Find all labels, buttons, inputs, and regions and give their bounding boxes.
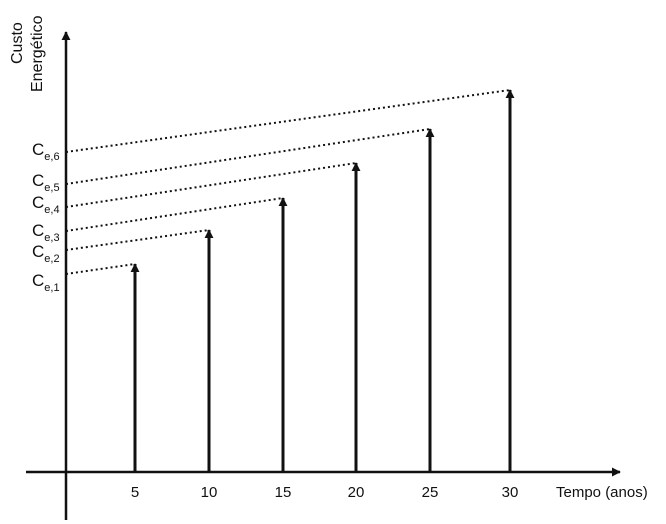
cost-label-e1: Ce,1 [32, 271, 60, 294]
connector-line-e1 [65, 263, 136, 275]
cost-label-e4: Ce,4 [32, 193, 60, 216]
cost-label-e6: Ce,6 [32, 140, 60, 163]
x-tick-label-15: 15 [275, 484, 292, 501]
x-tick-label-5: 5 [131, 484, 139, 501]
cost-label-e2: Ce,2 [32, 242, 60, 265]
connector-line-e6 [65, 89, 511, 153]
y-axis-label-line-1: Custo [9, 22, 26, 64]
connector-line-e3 [65, 197, 284, 232]
x-tick-label-30: 30 [502, 484, 519, 501]
connector-line-e2 [65, 229, 210, 251]
x-tick-label-10: 10 [201, 484, 218, 501]
x-axis-label: Tempo (anos) [556, 484, 648, 501]
x-tick-label-20: 20 [348, 484, 365, 501]
cost-label-e5: Ce,5 [32, 171, 60, 194]
connector-line-e4 [65, 162, 357, 208]
x-tick-label-25: 25 [422, 484, 439, 501]
connector-line-e5 [65, 128, 431, 185]
cost-label-e3: Ce,3 [32, 221, 60, 244]
y-axis-label-line-2: Energético [29, 15, 46, 92]
